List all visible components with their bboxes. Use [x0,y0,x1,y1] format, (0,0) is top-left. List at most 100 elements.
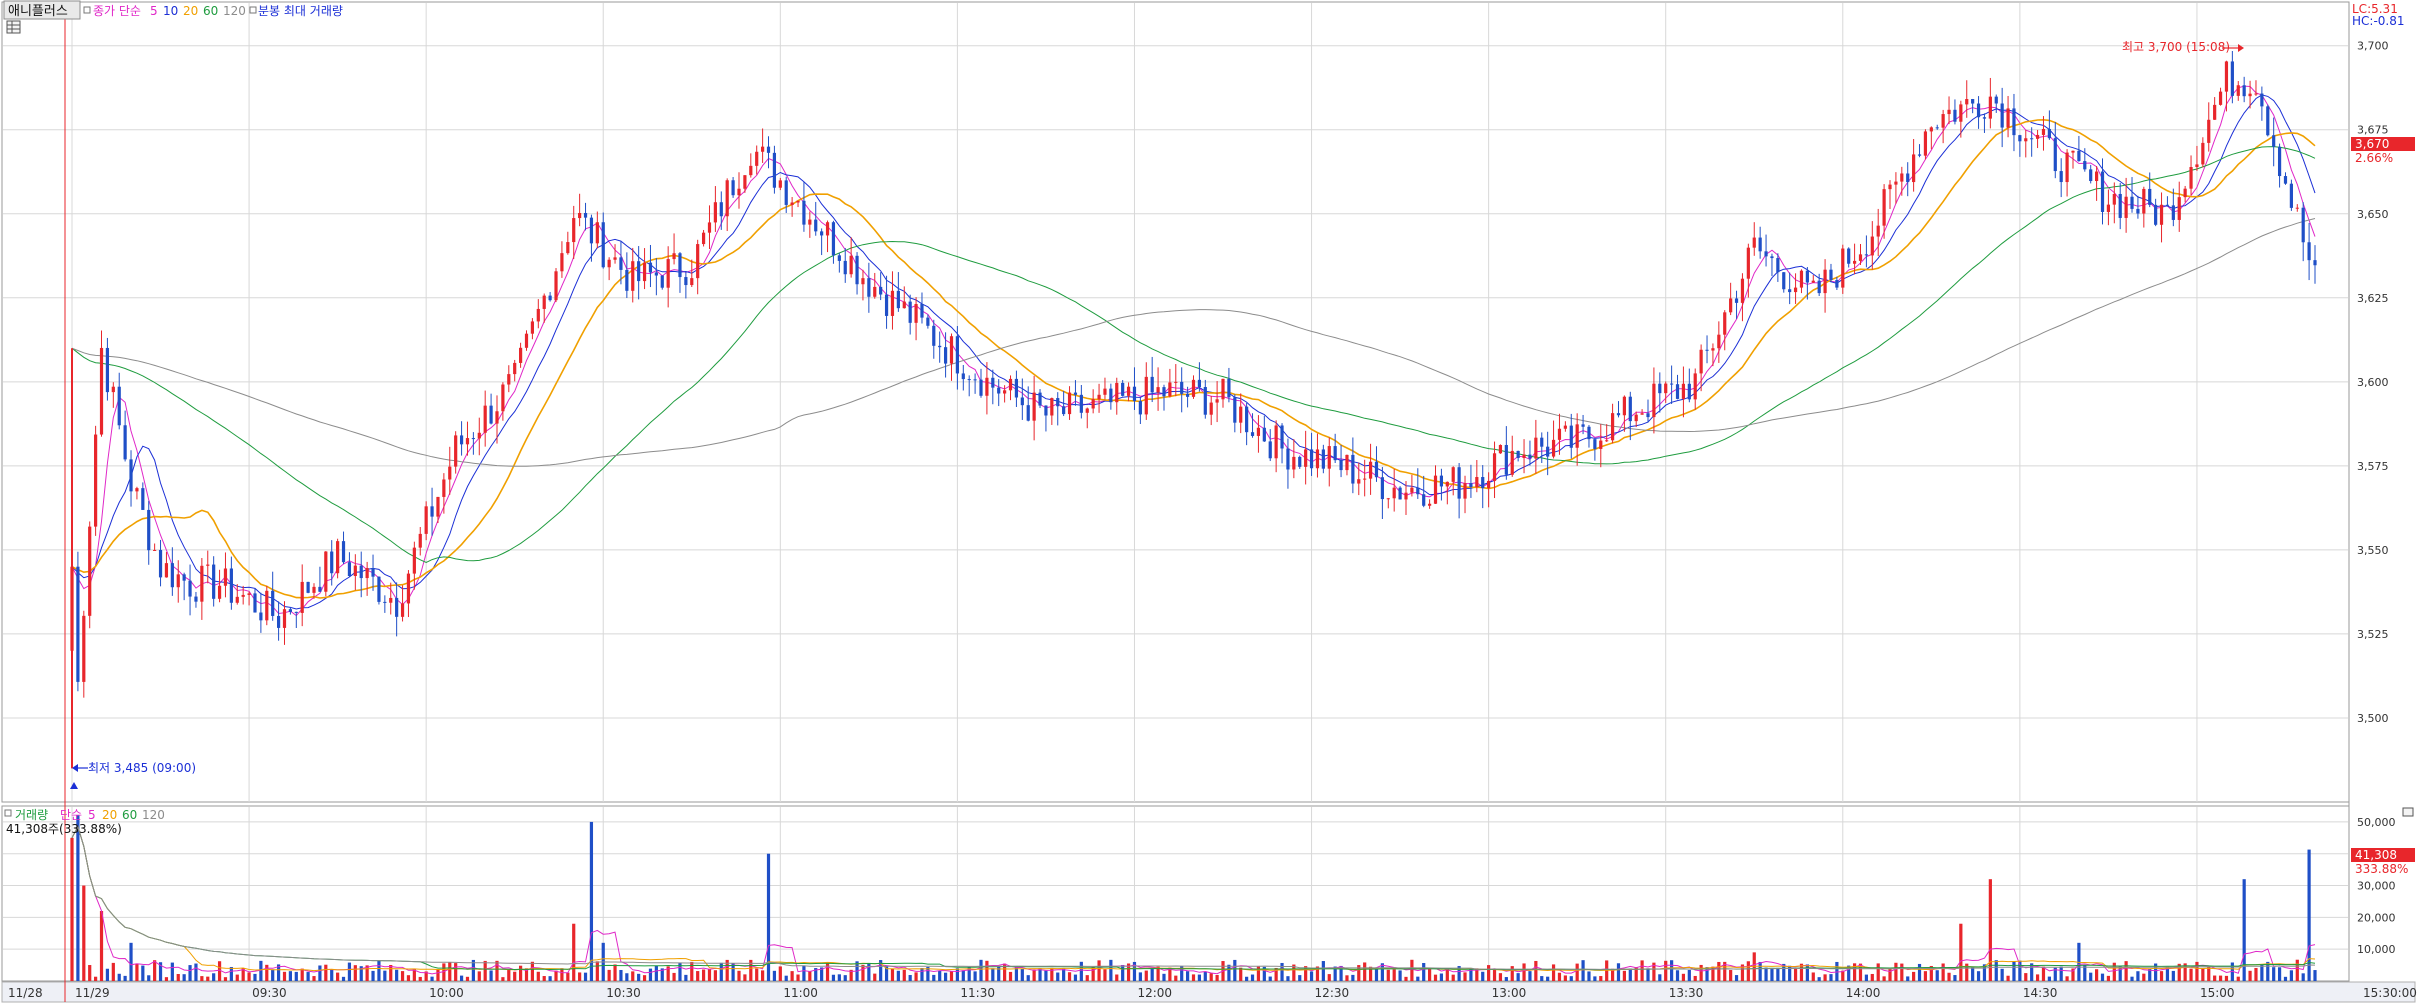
volume-bar [1457,966,1461,981]
volume-bar [837,974,841,981]
candle-body [979,379,983,396]
candle-body [902,301,906,309]
candle-body [938,345,942,348]
volume-bar [755,968,759,981]
volume-bar [2118,966,2122,981]
volume-bar [1416,976,1420,981]
volume-bar [1646,968,1650,981]
time-tick-label: 13:30 [1669,986,1704,1000]
hc-readout: HC:-0.81 [2352,14,2405,28]
candle-body [737,188,741,196]
candle-body [389,597,393,603]
candle-body [873,286,877,297]
candle-body [1888,184,1892,190]
candle-body [1953,109,1957,122]
volume-bar [1522,963,1526,981]
candle-body [1498,444,1503,454]
volume-bar [247,972,251,981]
candle-body [1138,401,1142,415]
volume-bar [1138,972,1142,981]
volume-bar [1959,923,1963,981]
volume-bar [1062,968,1066,981]
candle-body [436,496,440,517]
candle-body [2083,161,2087,170]
volume-bar [583,972,588,981]
time-tick-label: 10:30 [606,986,641,1000]
candle-body [2230,61,2234,96]
volume-bar [147,975,151,981]
volume-panel-toggle[interactable] [2402,807,2414,817]
candle-body [1740,278,1745,303]
stock-name[interactable]: 애니플러스 [8,4,68,19]
volume-bar [1575,963,1579,981]
volume-bar [1156,966,1160,981]
volume-bar [1475,968,1479,981]
ma-legend-marker [83,6,91,14]
candle-body [176,574,180,588]
volume-bar [158,962,163,981]
time-tick-label: 09:30 [252,986,287,1000]
volume-bar [1994,960,1998,981]
volume-bar [961,970,965,981]
ma-legend-5: 5 [150,4,158,18]
volume-bar [1050,967,1054,981]
ma-120-line [71,218,2316,467]
volume-bar [1262,966,1266,981]
candle-body [1044,405,1048,416]
volume-bar [1368,966,1373,981]
volume-bar [336,972,340,981]
time-tick-label: 12:00 [1137,986,1172,1000]
candle-body [607,259,611,268]
candle-body [353,565,357,577]
table-icon[interactable] [6,20,21,34]
volume-bar [111,962,115,981]
candle-body [1705,349,1709,351]
candle-body [1675,384,1680,399]
candle-body [1563,425,1567,429]
volume-bar [2083,965,2087,981]
volume-bar [943,972,948,981]
volume-bar [637,973,641,981]
candle-body [1262,427,1266,442]
candle-body [1504,444,1508,475]
volume-tick-label: 10,000 [2357,943,2396,956]
candle-body [1298,456,1302,467]
candle-body [1770,256,1774,259]
candle-body [566,242,570,254]
candle-body [1823,269,1827,294]
volume-bar [1463,972,1467,981]
candle-body [135,488,139,492]
volume-bar [377,960,381,981]
candle-body [855,255,859,285]
volume-bar [536,971,540,981]
candle-body [1593,439,1597,449]
candle-body [701,232,706,245]
last-price-badge [2351,137,2415,151]
candle-body [2130,196,2134,209]
volume-bar [1309,971,1314,981]
volume-note: 분봉 최대 거래량 [258,4,343,18]
stock-name-box[interactable] [3,0,81,20]
volume-bar [2089,972,2093,981]
volume-bar [985,960,989,981]
candle-body [814,219,818,232]
candle-body [1392,487,1396,499]
lc-readout: LC:5.31 [2352,2,2398,16]
candle-body [2301,207,2305,243]
grid-layer [3,2,2348,1002]
volume-bar [454,963,458,981]
candle-body [330,551,334,574]
candle-body [1368,461,1373,479]
volume-bar [554,970,558,981]
candle-body [1132,386,1137,402]
volume-current: 41,308주(333.88%) [6,822,122,836]
volume-bar [1020,968,1024,981]
candle-body [908,301,912,323]
volume-bar [330,969,334,981]
volume-bar [1563,975,1567,981]
candle-body [1811,280,1815,283]
candle-body [1882,189,1886,226]
volume-bar [802,965,806,981]
volume-bar [135,963,139,981]
